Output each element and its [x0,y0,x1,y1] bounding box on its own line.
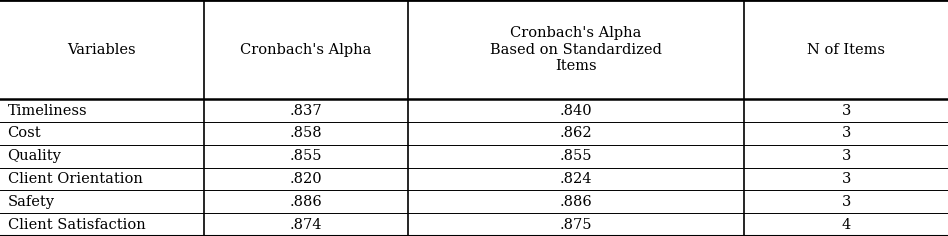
Text: 3: 3 [842,195,850,209]
Text: .862: .862 [559,126,592,140]
Text: .886: .886 [559,195,592,209]
Text: Client Orientation: Client Orientation [8,172,142,186]
Text: .886: .886 [289,195,322,209]
Text: .875: .875 [559,218,592,232]
Text: .824: .824 [559,172,592,186]
Text: .855: .855 [559,149,592,163]
Text: Cost: Cost [8,126,41,140]
Text: 3: 3 [842,149,850,163]
Text: .820: .820 [289,172,322,186]
Text: Quality: Quality [8,149,62,163]
Text: .874: .874 [289,218,322,232]
Text: Cronbach's Alpha
Based on Standardized
Items: Cronbach's Alpha Based on Standardized I… [490,26,662,73]
Text: 3: 3 [842,126,850,140]
Text: .837: .837 [289,104,322,118]
Text: 3: 3 [842,104,850,118]
Text: Timeliness: Timeliness [8,104,87,118]
Text: 4: 4 [842,218,850,232]
Text: Client Satisfaction: Client Satisfaction [8,218,145,232]
Text: .858: .858 [289,126,322,140]
Text: 3: 3 [842,172,850,186]
Text: Cronbach's Alpha: Cronbach's Alpha [240,42,372,57]
Text: Safety: Safety [8,195,55,209]
Text: .855: .855 [289,149,322,163]
Text: .840: .840 [559,104,592,118]
Text: N of Items: N of Items [807,42,885,57]
Text: Variables: Variables [67,42,137,57]
